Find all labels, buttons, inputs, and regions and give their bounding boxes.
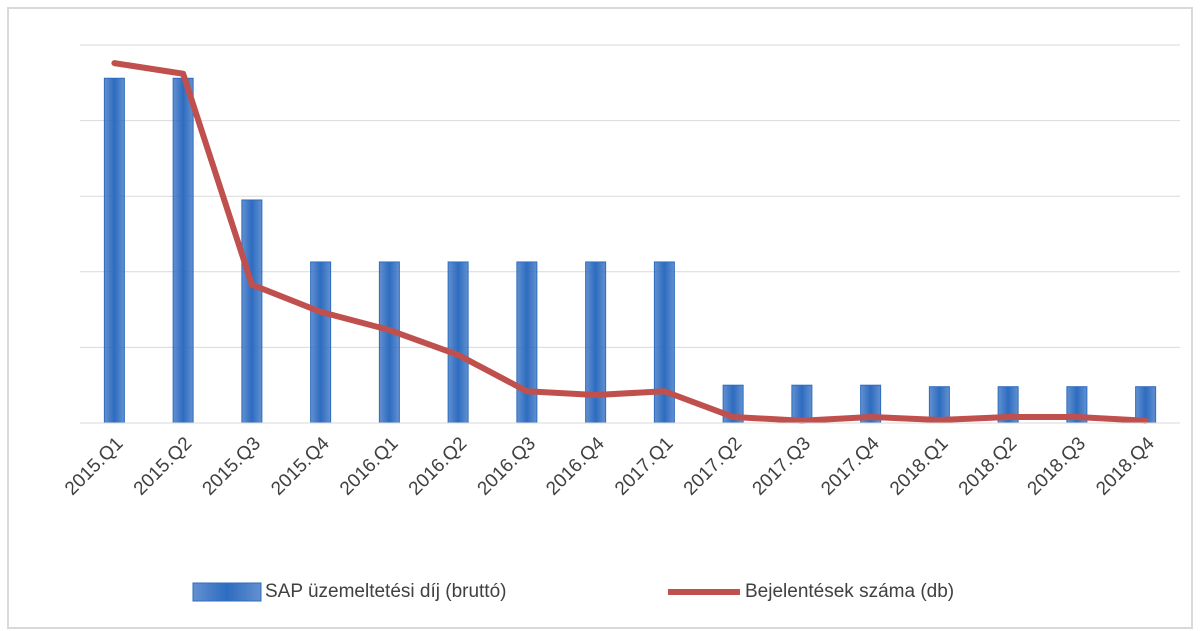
legend-swatch (192, 582, 262, 602)
x-tick-label: 2016.Q2 (405, 433, 471, 499)
x-tick-label: 2015.Q2 (130, 433, 196, 499)
bar (103, 77, 125, 424)
bar (241, 199, 263, 424)
x-tick-label: 2018.Q1 (886, 433, 952, 499)
bar (447, 261, 469, 424)
x-tick-label: 2018.Q4 (1092, 433, 1159, 500)
bar (585, 261, 607, 424)
bar (516, 261, 538, 424)
legend-label: Bejelentések száma (db) (745, 581, 954, 602)
line (111, 60, 1149, 424)
x-tick-label: 2015.Q3 (199, 433, 265, 499)
x-tick-label: 2015.Q4 (267, 433, 334, 500)
x-tick-label: 2016.Q4 (542, 433, 609, 500)
x-tick-label: 2018.Q2 (955, 433, 1021, 499)
x-tick-label: 2017.Q4 (817, 433, 884, 500)
chart-border (7, 7, 1193, 629)
legend-label: SAP üzemeltetési díj (bruttó) (265, 581, 506, 602)
x-tick-label: 2016.Q1 (336, 433, 402, 499)
bar (653, 261, 675, 424)
bar (172, 77, 194, 424)
x-tick-label: 2017.Q2 (680, 433, 746, 499)
x-tick-label: 2017.Q3 (749, 433, 815, 499)
bar (378, 261, 400, 424)
x-tick-label: 2018.Q3 (1024, 433, 1090, 499)
x-tick-label: 2015.Q1 (61, 433, 127, 499)
x-tick-label: 2016.Q3 (474, 433, 540, 499)
bar (791, 384, 813, 424)
bar (310, 261, 332, 424)
x-tick-label: 2017.Q1 (611, 433, 677, 499)
